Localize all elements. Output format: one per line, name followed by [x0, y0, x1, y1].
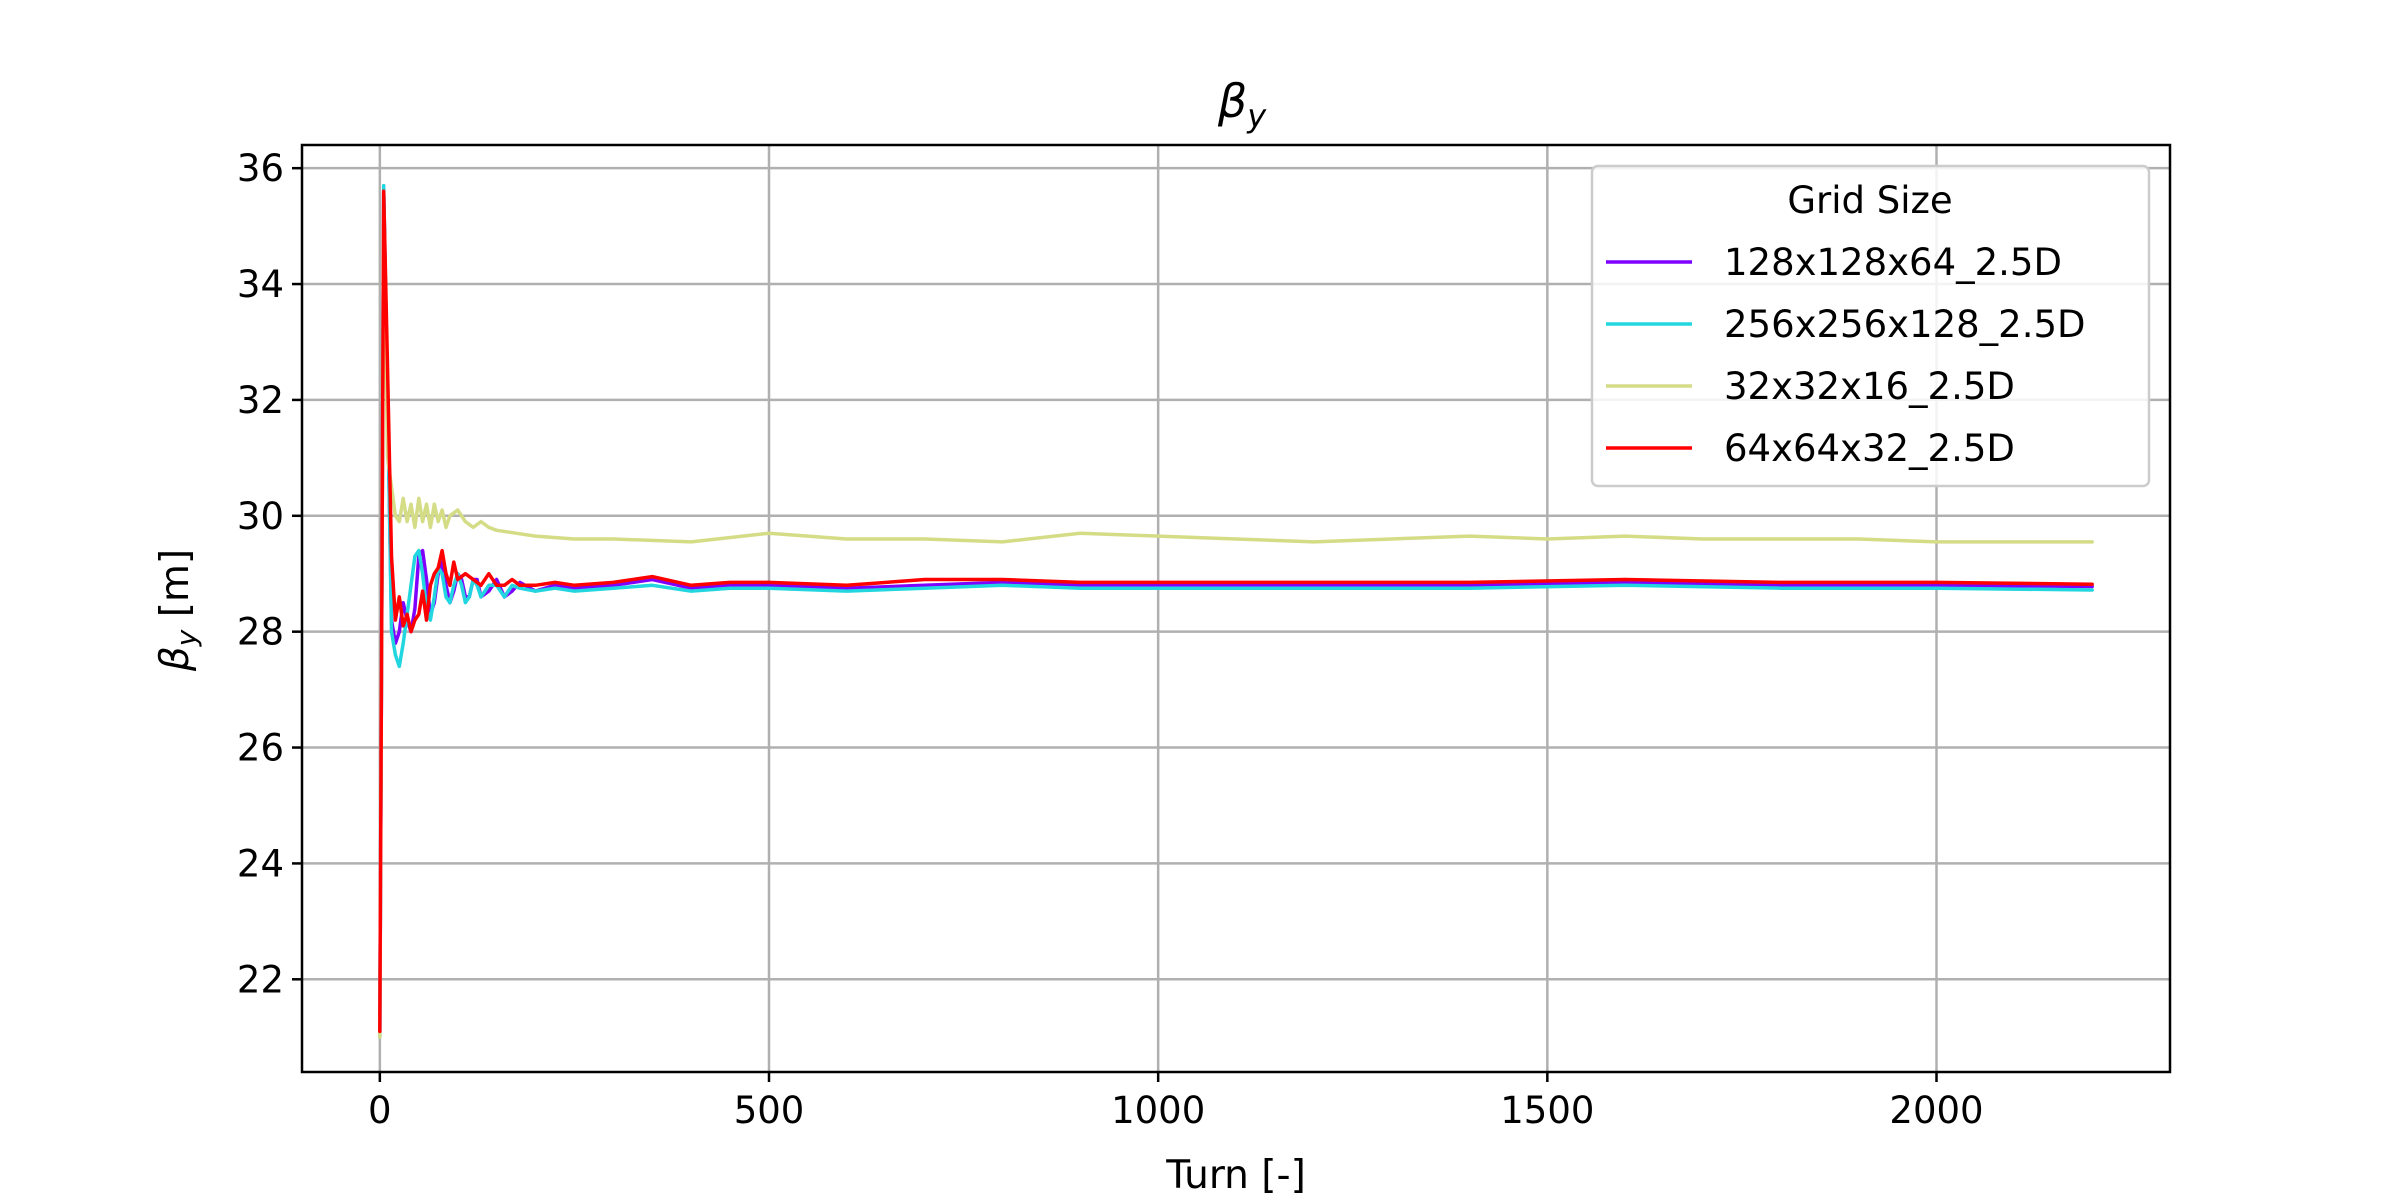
y-tick-label: 22	[237, 958, 284, 1001]
x-tick-label: 2000	[1889, 1089, 1983, 1132]
legend-box	[1590, 164, 2151, 488]
x-axis-label: Turn [-]	[1165, 1153, 1306, 1198]
y-tick-label: 36	[237, 147, 284, 190]
legend-label: 32x32x16_2.5D	[1724, 365, 2015, 408]
y-tick-label: 24	[237, 842, 284, 885]
x-tick-label: 500	[734, 1089, 805, 1132]
y-tick-label: 28	[237, 611, 284, 654]
y-tick-label: 32	[237, 379, 284, 422]
x-tick-label: 1500	[1500, 1089, 1594, 1132]
legend-label: 128x128x64_2.5D	[1724, 241, 2062, 284]
x-tick-label: 1000	[1111, 1089, 1205, 1132]
series-line-4	[378, 189, 2094, 1034]
legend-label: 64x64x32_2.5D	[1724, 427, 2015, 470]
legend-entries: 128x128x64_2.5D 256x256x128_2.5D 32x32x16_…	[1606, 241, 2086, 470]
y-tick-label: 34	[237, 263, 284, 306]
y-axis-label: βy [m]	[153, 549, 203, 672]
x-tick-label: 0	[368, 1089, 392, 1132]
series-line-3	[378, 201, 2094, 1039]
legend-label: 256x256x128_2.5D	[1724, 303, 2086, 346]
legend: Grid Size 128x128x64_2.5D 256x256x128_2.5…	[1590, 164, 2151, 488]
series-lines	[378, 183, 2094, 1039]
x-axis-ticks: 0 500 1000 1500 2000	[368, 1072, 1984, 1132]
y-tick-label: 26	[237, 727, 284, 770]
legend-title: Grid Size	[1787, 179, 1952, 222]
chart-title: βy	[1217, 74, 1267, 135]
y-axis-ticks: 22 24 26 28 30 32 34 36	[237, 147, 302, 1001]
y-tick-label: 30	[237, 495, 284, 538]
plot-area-frame	[300, 143, 2172, 1074]
series-line-2	[378, 183, 2094, 1039]
